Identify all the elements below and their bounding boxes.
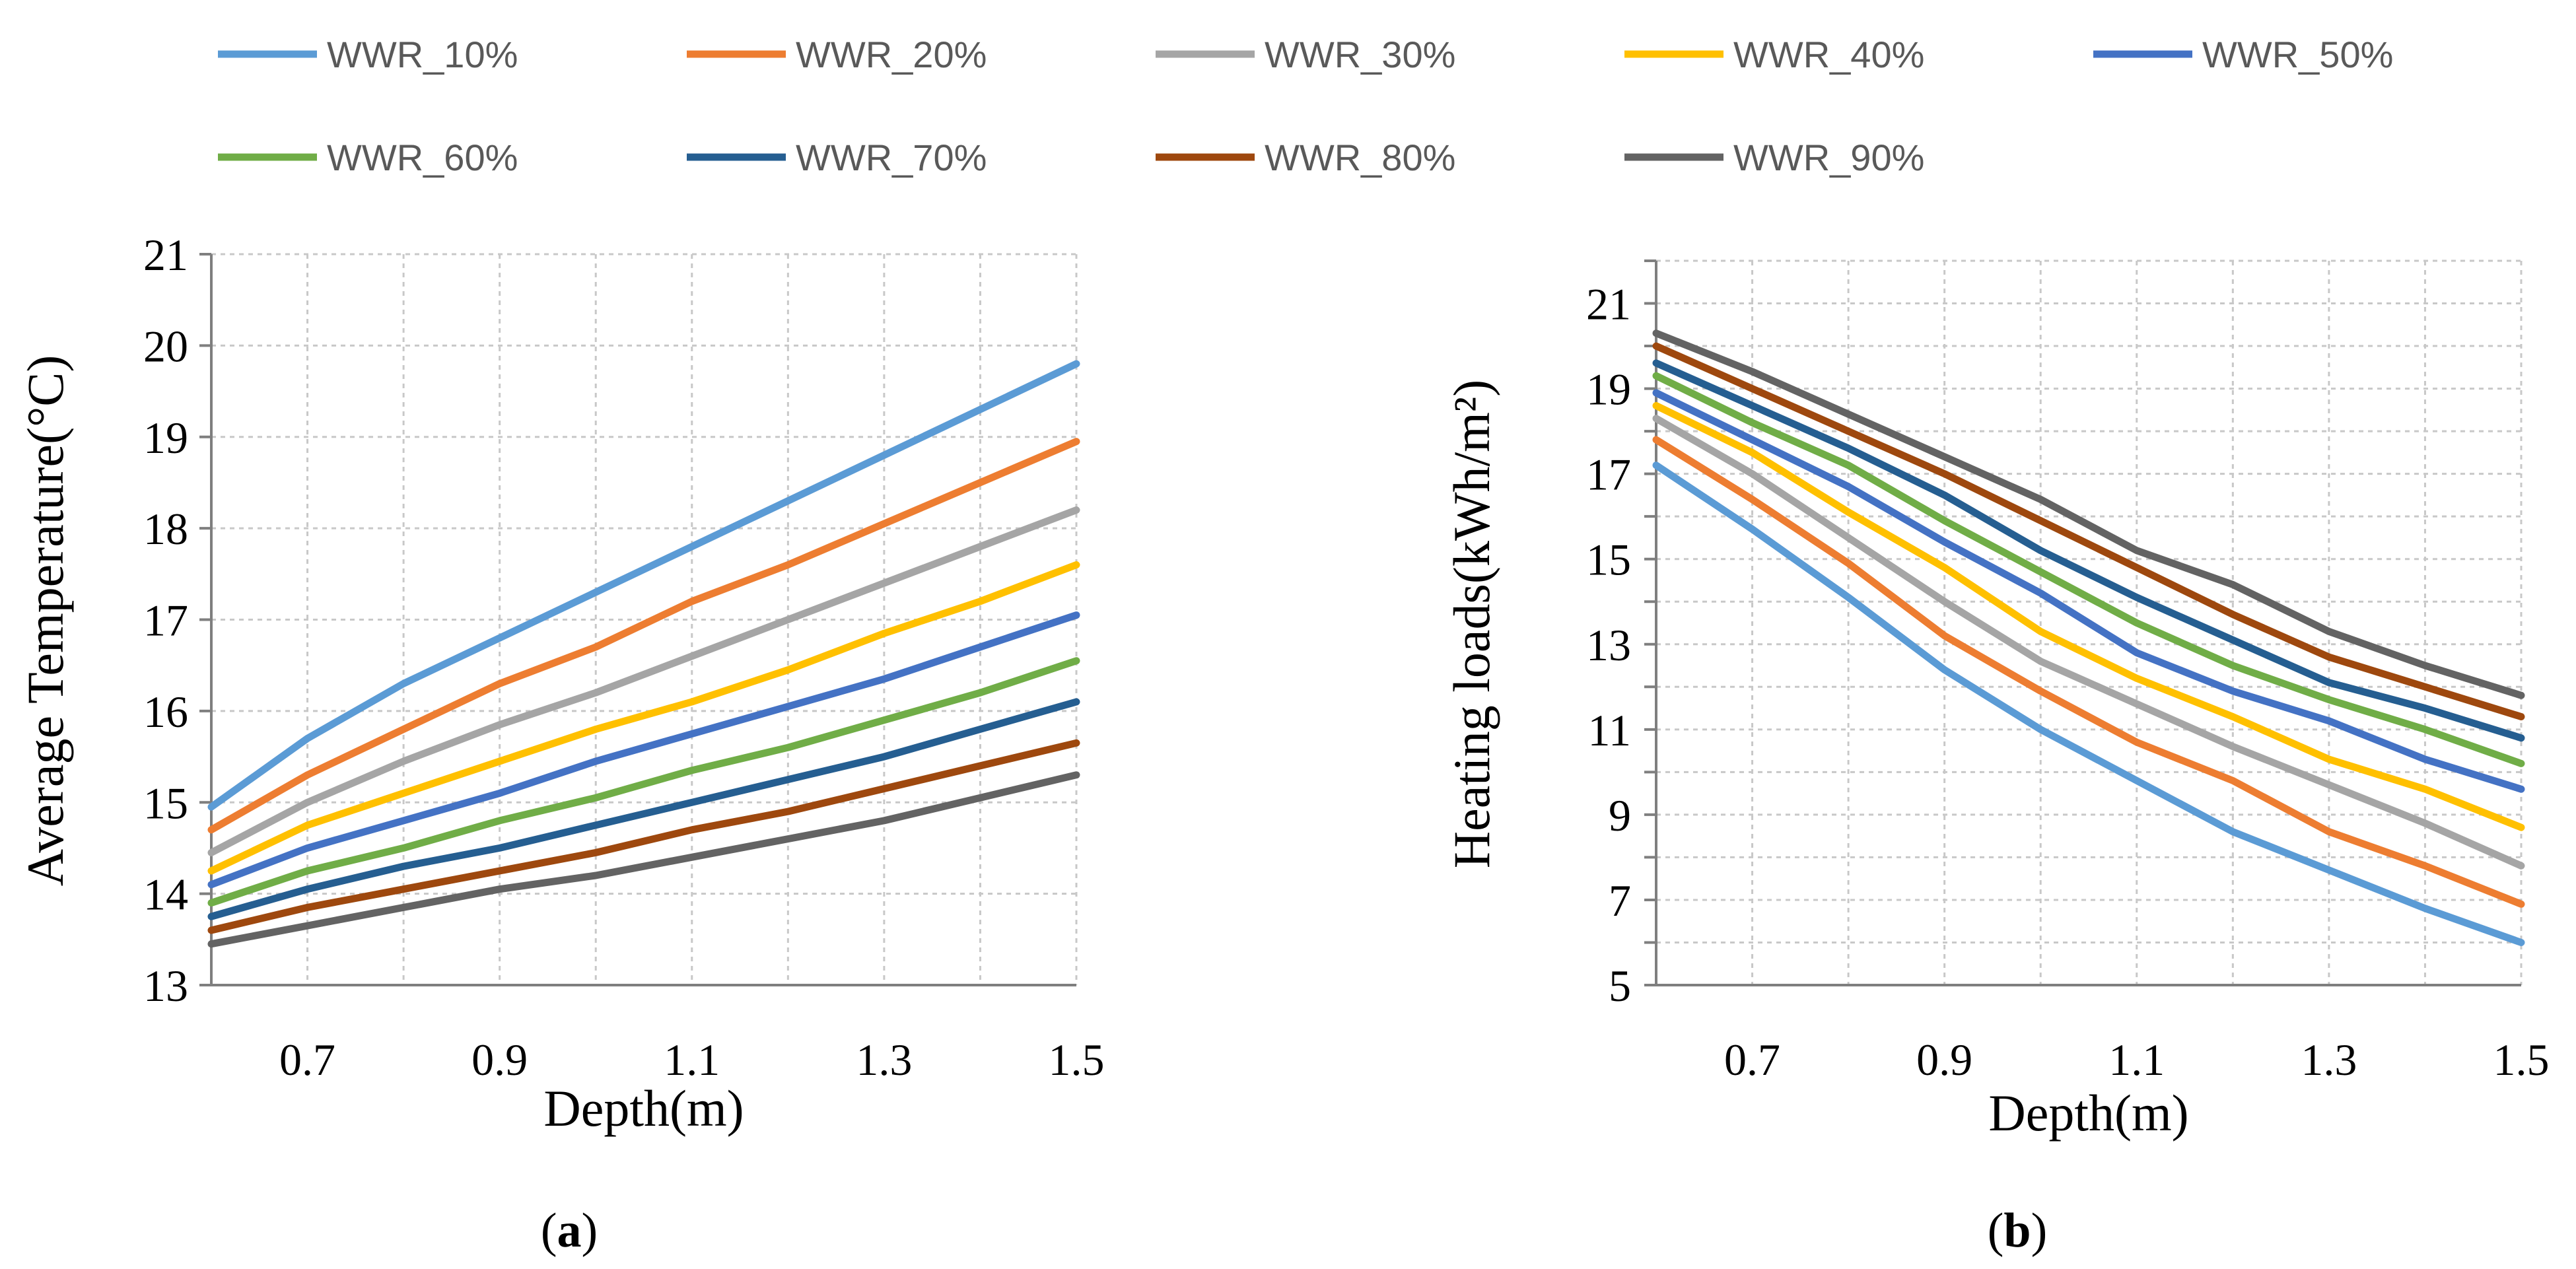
panel-label-open: ( xyxy=(1988,1204,2004,1258)
y-axis-title: Heating loads(kWh/m²) xyxy=(1443,380,1500,868)
x-tick-label: 0.7 xyxy=(1724,1035,1780,1085)
x-tick-label: 1.5 xyxy=(2493,1035,2550,1085)
series-line-WWR_20% xyxy=(1652,436,2525,908)
y-tick-label: 14 xyxy=(143,870,188,920)
y-tick-label: 15 xyxy=(143,778,188,828)
x-tick-label: 1.3 xyxy=(2301,1035,2357,1085)
x-tick-label: 0.9 xyxy=(1916,1035,1972,1085)
x-tick-label: 1.1 xyxy=(2108,1035,2165,1085)
series-line-WWR_20% xyxy=(207,438,1080,834)
y-tick-label: 7 xyxy=(1609,875,1631,926)
legend-label: WWR_20% xyxy=(796,34,987,75)
series-line-WWR_60% xyxy=(1652,372,2525,767)
y-tick-label: 15 xyxy=(1586,535,1631,585)
panel-label-open: ( xyxy=(541,1204,557,1258)
x-tick-label: 0.9 xyxy=(471,1035,528,1085)
y-tick-label: 13 xyxy=(143,961,188,1011)
series-line-WWR_50% xyxy=(207,611,1080,889)
series-line-WWR_10% xyxy=(207,360,1080,811)
y-tick-label: 19 xyxy=(1586,364,1631,415)
legend-item: WWR_40% xyxy=(1624,34,1924,75)
y-tick-label: 11 xyxy=(1588,705,1631,755)
legend-item: WWR_70% xyxy=(687,137,987,178)
series-line-WWR_40% xyxy=(1652,401,2525,831)
x-axis-title: Depth(m) xyxy=(1988,1084,2188,1142)
panel-label-close: ) xyxy=(2031,1204,2048,1258)
series-line-WWR_30% xyxy=(1652,415,2525,870)
series-line-WWR_10% xyxy=(1652,462,2525,946)
legend-item: WWR_80% xyxy=(1156,137,1455,178)
series-line-WWR_50% xyxy=(1652,389,2525,793)
legend-item: WWR_60% xyxy=(218,137,518,178)
y-tick-label: 17 xyxy=(1586,450,1631,500)
x-axis-title: Depth(m) xyxy=(543,1080,744,1137)
legend-item: WWR_50% xyxy=(2093,34,2393,75)
legend-label: WWR_70% xyxy=(796,137,987,178)
legend-item: WWR_90% xyxy=(1624,137,1924,178)
y-tick-label: 16 xyxy=(143,687,188,737)
x-tick-label: 1.1 xyxy=(664,1035,720,1085)
panel-label-letter: b xyxy=(2003,1204,2031,1258)
y-tick-label: 20 xyxy=(143,321,188,371)
series-line-WWR_70% xyxy=(1652,359,2525,742)
panel-label-letter: a xyxy=(557,1204,582,1258)
legend-label: WWR_30% xyxy=(1265,34,1455,75)
legend-item: WWR_10% xyxy=(218,34,518,75)
legend-item: WWR_30% xyxy=(1156,34,1455,75)
series-line-WWR_80% xyxy=(1652,342,2525,720)
legend-label: WWR_40% xyxy=(1733,34,1924,75)
legend-label: WWR_50% xyxy=(2202,34,2393,75)
legend-label: WWR_60% xyxy=(327,137,518,178)
series-line-WWR_90% xyxy=(1652,329,2525,699)
legend-label: WWR_10% xyxy=(327,34,518,75)
y-tick-label: 13 xyxy=(1586,620,1631,670)
series-line-WWR_40% xyxy=(207,561,1080,875)
panel-label-close: ) xyxy=(582,1204,598,1258)
y-tick-label: 17 xyxy=(143,596,188,646)
y-tick-label: 21 xyxy=(1586,279,1631,329)
legend: WWR_10% WWR_20% WWR_30% WWR_40% WWR_50% WWR_6… xyxy=(218,34,2393,178)
series-line-WWR_30% xyxy=(207,506,1080,856)
series-line-WWR_70% xyxy=(207,698,1080,920)
legend-label: WWR_90% xyxy=(1733,137,1924,178)
y-tick-label: 21 xyxy=(143,230,188,280)
y-axis-title: Average Temperature(°C) xyxy=(17,355,74,887)
series-line-WWR_60% xyxy=(207,657,1080,907)
panel-label: (a) xyxy=(541,1204,598,1258)
panel-b-heating-loads-chart: 5 7 9 11 13 15 17 19 21 0.7 0.9 1.1 1.3 1.5 Depth(m) He… xyxy=(1443,259,2550,1258)
panel-a-temperature-chart: 13 14 15 16 17 18 19 20 21 0.7 0.9 1.1 1.3 1.5 Depth(m… xyxy=(17,230,1105,1258)
legend-item: WWR_20% xyxy=(687,34,987,75)
y-tick-label: 19 xyxy=(143,413,188,463)
series-line-WWR_90% xyxy=(207,771,1080,948)
x-tick-label: 0.7 xyxy=(279,1035,335,1085)
panel-label: (b) xyxy=(1988,1204,2047,1258)
legend-label: WWR_80% xyxy=(1265,137,1455,178)
x-tick-label: 1.3 xyxy=(856,1035,912,1085)
y-tick-label: 9 xyxy=(1609,790,1631,840)
y-tick-label: 18 xyxy=(143,504,188,554)
series-line-WWR_80% xyxy=(207,739,1080,934)
x-tick-label: 1.5 xyxy=(1049,1035,1105,1085)
y-tick-label: 5 xyxy=(1609,961,1631,1011)
